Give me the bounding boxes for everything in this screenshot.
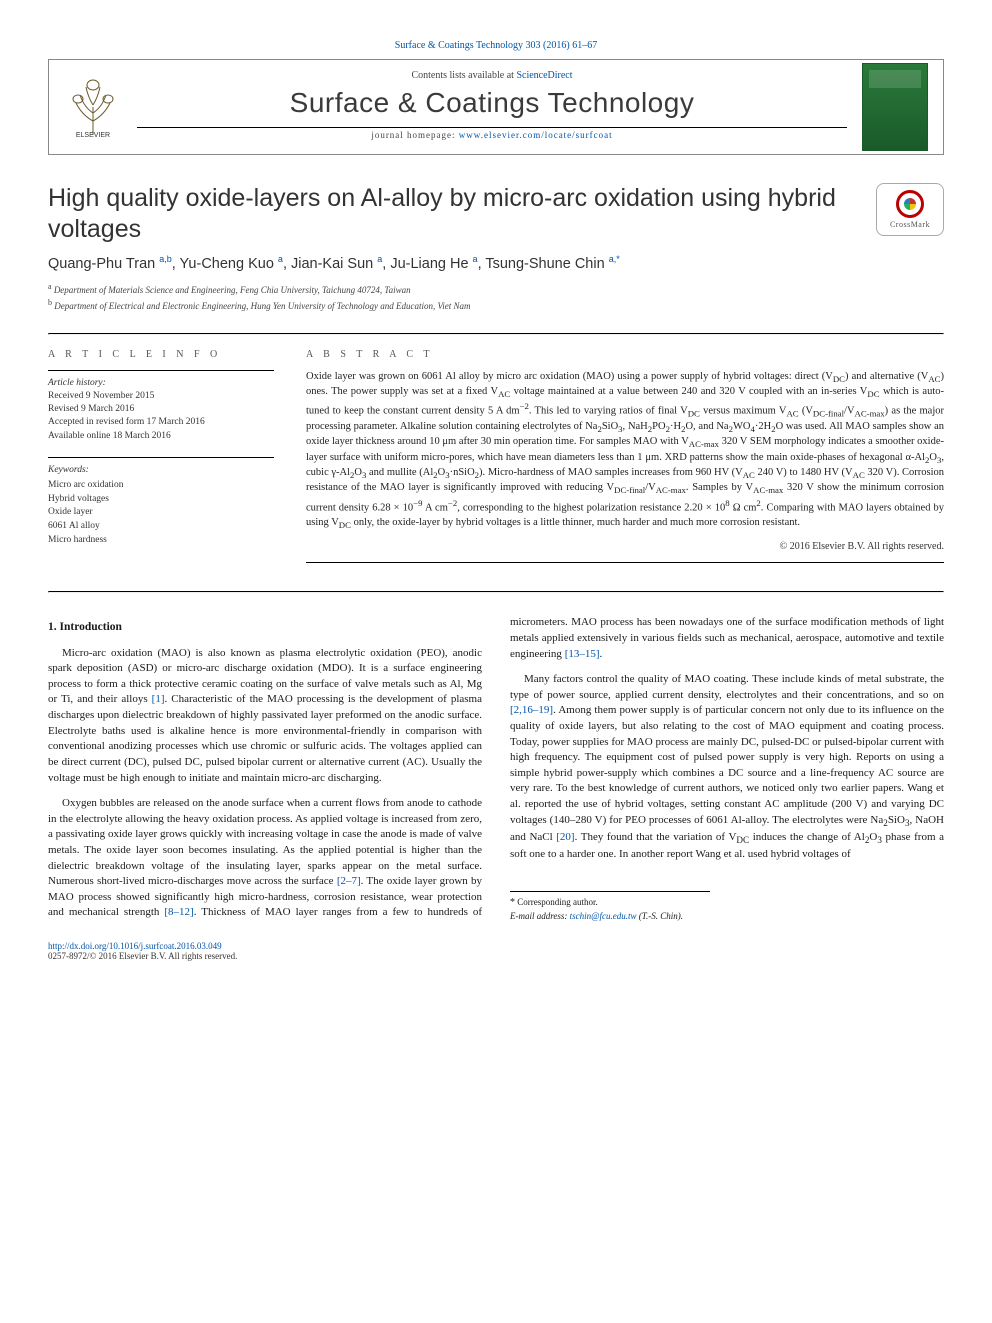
article-title: High quality oxide-layers on Al-alloy by… <box>48 183 860 246</box>
journal-header-box: ELSEVIER Contents lists available at Sci… <box>48 59 944 155</box>
keywords-block: Keywords: Micro arc oxidationHybrid volt… <box>48 457 274 548</box>
email-label: E-mail address: <box>510 911 567 921</box>
homepage-prefix: journal homepage: <box>371 130 458 140</box>
journal-ref-link[interactable]: Surface & Coatings Technology 303 (2016)… <box>395 40 597 51</box>
keyword-item: Micro arc oxidation <box>48 479 274 493</box>
keyword-item: 6061 Al alloy <box>48 520 274 534</box>
keyword-item: Hybrid voltages <box>48 493 274 507</box>
page-footer: http://dx.doi.org/10.1016/j.surfcoat.201… <box>48 941 944 961</box>
affiliation-line: b Department of Electrical and Electroni… <box>48 297 944 313</box>
crossmark-badge[interactable]: CrossMark <box>876 183 944 236</box>
authors-line: Quang-Phu Tran a,b, Yu-Cheng Kuo a, Jian… <box>48 254 944 272</box>
journal-title: Surface & Coatings Technology <box>137 87 847 119</box>
homepage-link[interactable]: www.elsevier.com/locate/surfcoat <box>459 130 613 140</box>
corresponding-label: Corresponding author. <box>517 897 598 907</box>
homepage-line: journal homepage: www.elsevier.com/locat… <box>137 130 847 140</box>
crossmark-label: CrossMark <box>881 220 939 229</box>
history-line: Received 9 November 2015 <box>48 390 274 403</box>
history-line: Accepted in revised form 17 March 2016 <box>48 416 274 429</box>
journal-cover-cell <box>847 60 943 154</box>
abstract-header: A B S T R A C T <box>306 349 944 360</box>
footnote-star-icon: * <box>510 897 515 908</box>
history-line: Available online 18 March 2016 <box>48 430 274 443</box>
doi-link[interactable]: http://dx.doi.org/10.1016/j.surfcoat.201… <box>48 941 222 951</box>
corresponding-email-link[interactable]: tschin@fcu.edu.tw <box>570 911 637 921</box>
journal-reference: Surface & Coatings Technology 303 (2016)… <box>48 40 944 51</box>
article-info-header: A R T I C L E I N F O <box>48 349 274 360</box>
history-label: Article history: <box>48 377 274 390</box>
section-1-heading: 1. Introduction <box>48 619 482 635</box>
keyword-item: Oxide layer <box>48 506 274 520</box>
article-history: Article history: Received 9 November 201… <box>48 370 274 443</box>
body-paragraph: Micro-arc oxidation (MAO) is also known … <box>48 646 482 786</box>
mid-divider <box>48 591 944 593</box>
top-divider <box>48 333 944 335</box>
email-person: (T.-S. Chin). <box>639 911 683 921</box>
affiliations: a Department of Materials Science and En… <box>48 281 944 312</box>
journal-header-center: Contents lists available at ScienceDirec… <box>137 60 847 154</box>
publisher-logo-cell: ELSEVIER <box>49 60 137 154</box>
issn-copyright: 0257-8972/© 2016 Elsevier B.V. All right… <box>48 951 237 961</box>
abstract-bottom-divider <box>306 562 944 563</box>
corresponding-footnote: * Corresponding author. E-mail address: … <box>510 891 710 923</box>
body-paragraph: Many factors control the quality of MAO … <box>510 672 944 863</box>
header-divider <box>137 127 847 128</box>
sciencedirect-link[interactable]: ScienceDirect <box>516 70 572 81</box>
copyright-line: © 2016 Elsevier B.V. All rights reserved… <box>306 541 944 552</box>
history-line: Revised 9 March 2016 <box>48 403 274 416</box>
elsevier-tree-icon: ELSEVIER <box>66 77 120 137</box>
abstract-text: Oxide layer was grown on 6061 Al alloy b… <box>306 370 944 532</box>
contents-prefix: Contents lists available at <box>411 70 516 81</box>
article-info-column: A R T I C L E I N F O Article history: R… <box>48 349 274 564</box>
body-two-column: 1. Introduction Micro-arc oxidation (MAO… <box>48 615 944 922</box>
elsevier-label: ELSEVIER <box>76 132 110 137</box>
abstract-column: A B S T R A C T Oxide layer was grown on… <box>306 349 944 564</box>
keywords-label: Keywords: <box>48 464 274 478</box>
journal-cover-thumb <box>862 63 928 151</box>
keyword-item: Micro hardness <box>48 534 274 548</box>
affiliation-line: a Department of Materials Science and En… <box>48 281 944 297</box>
crossmark-icon <box>896 190 924 218</box>
contents-line: Contents lists available at ScienceDirec… <box>137 70 847 81</box>
